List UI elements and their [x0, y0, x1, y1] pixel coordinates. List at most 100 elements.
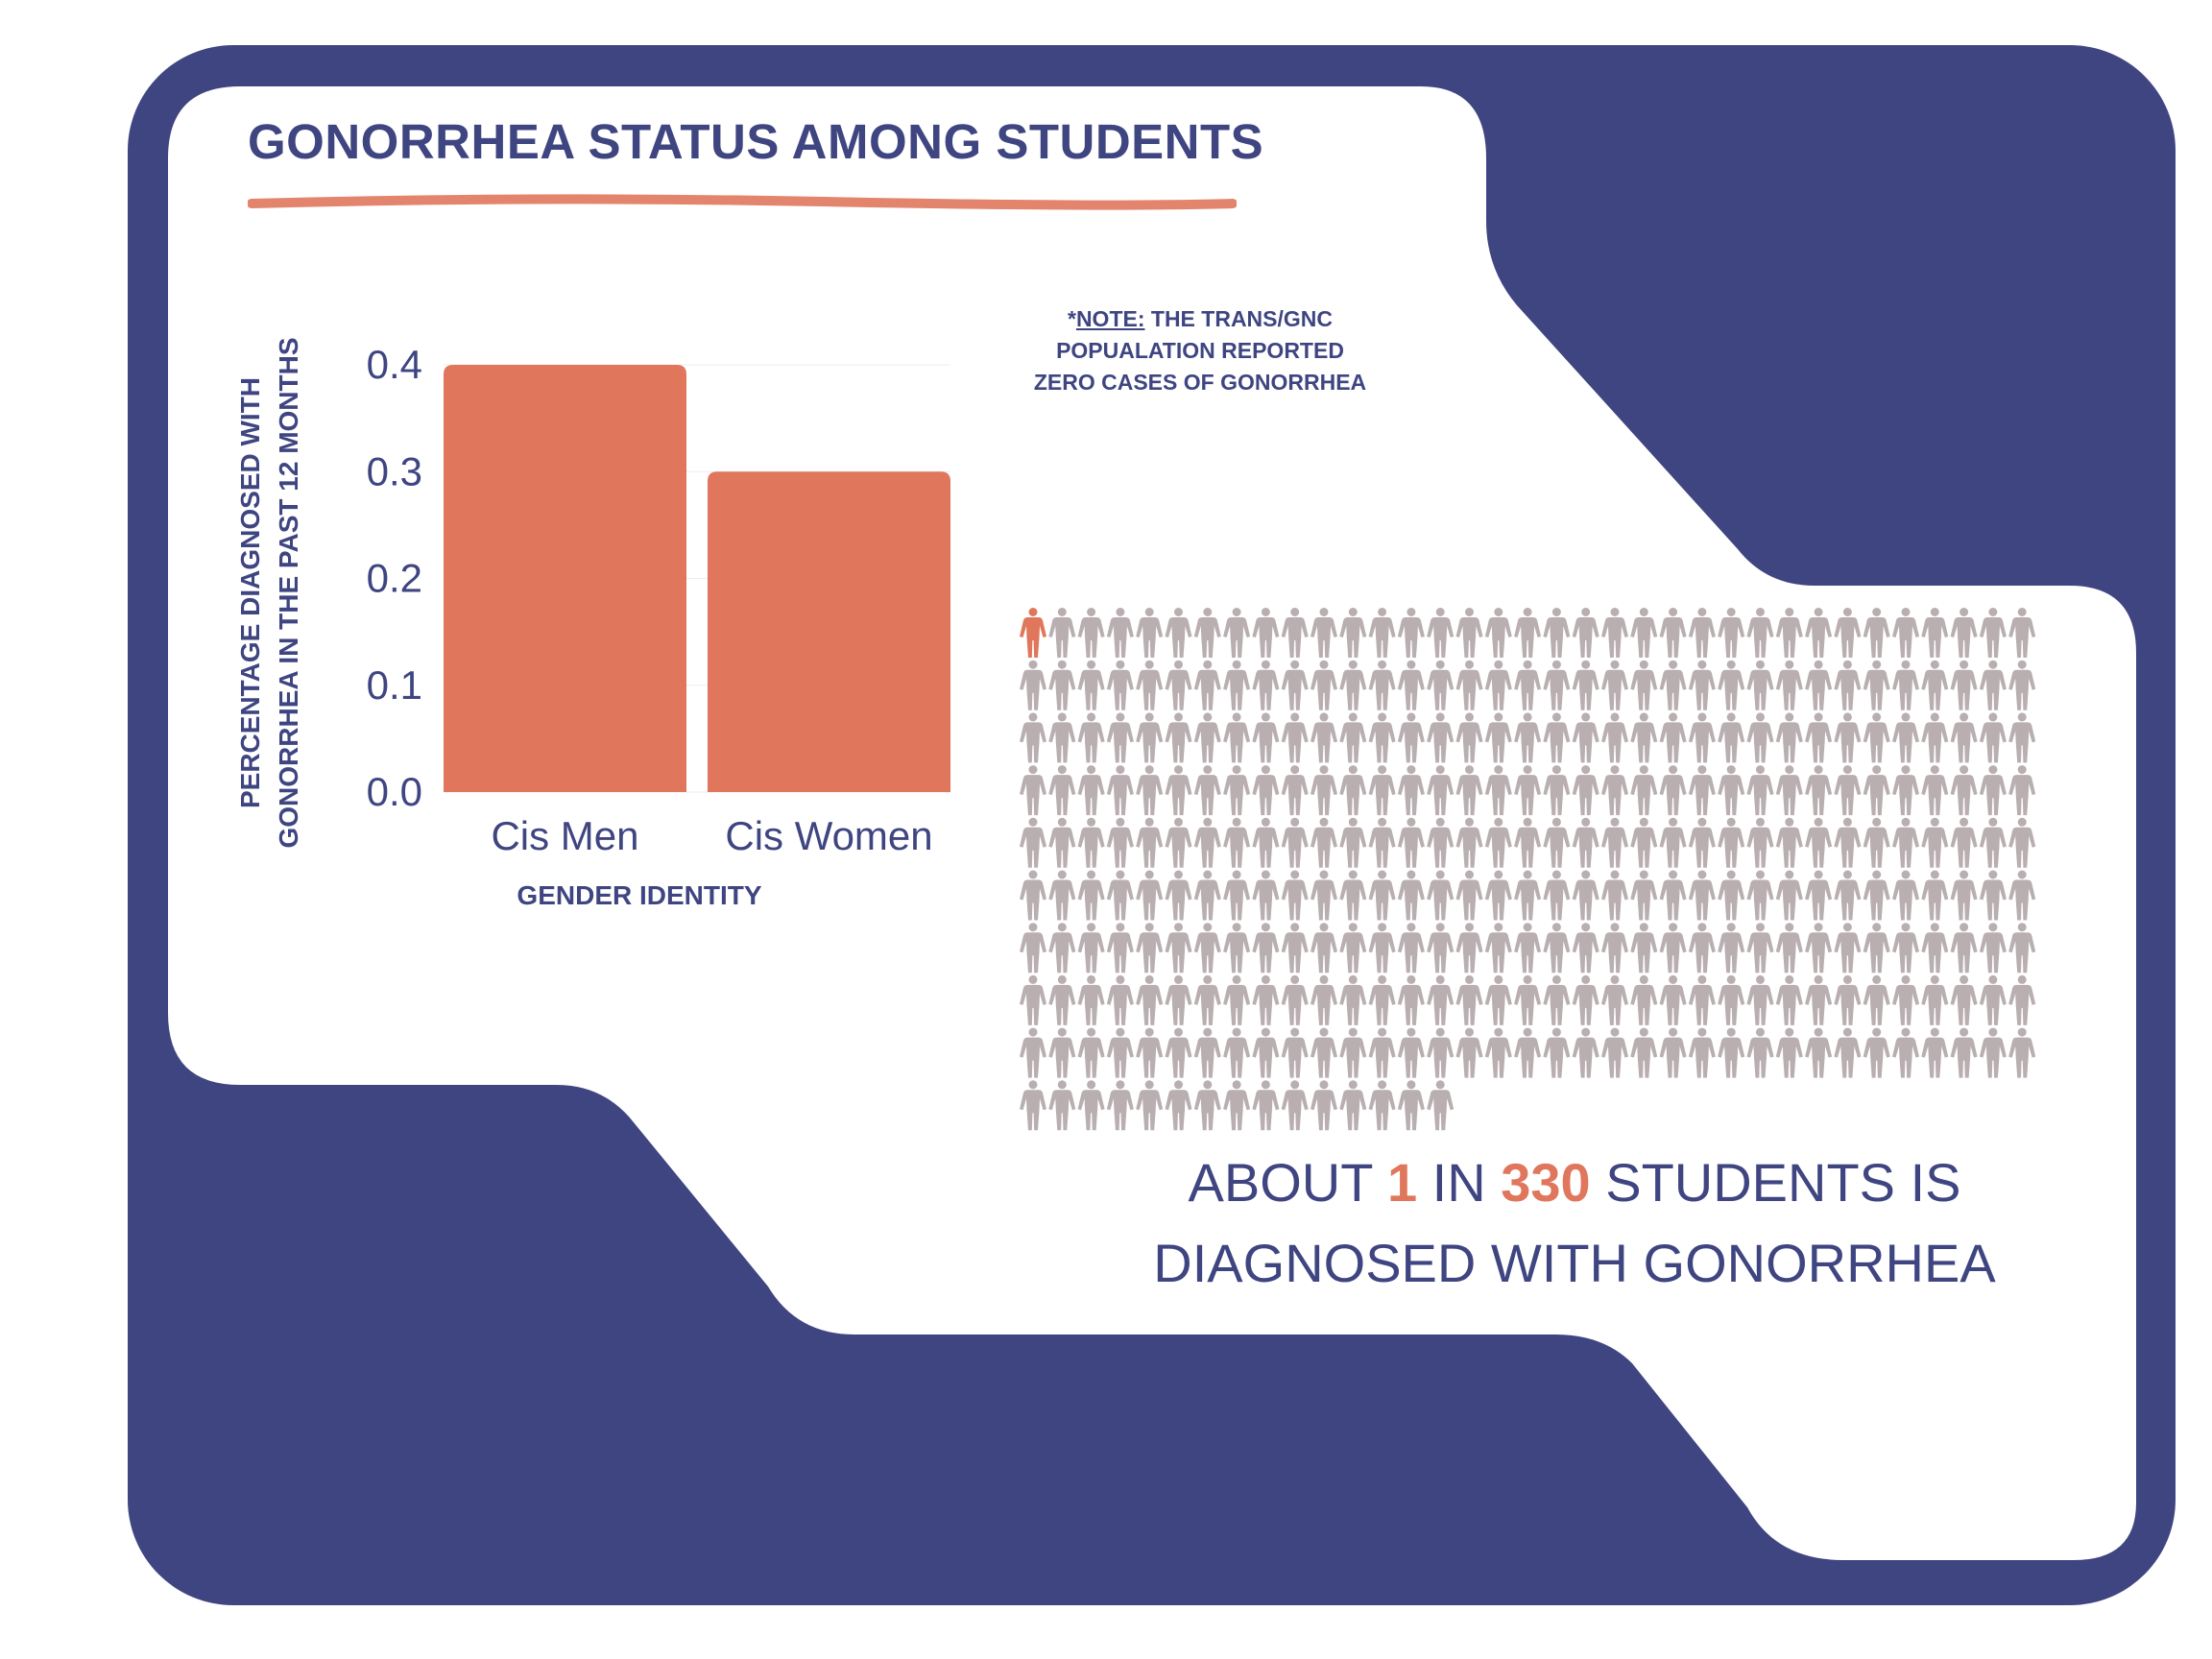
y-axis-label-line-2: GONORRHEA IN THE PAST 12 MONTHS	[274, 337, 303, 848]
person-icon	[1746, 608, 1774, 658]
person-icon	[1950, 712, 1978, 763]
person-icon	[1514, 1027, 1542, 1078]
person-icon	[1427, 974, 1455, 1025]
person-icon	[1805, 817, 1833, 868]
title-underline	[248, 194, 1237, 210]
person-icon	[1310, 923, 1337, 974]
person-icon	[1020, 923, 1046, 974]
person-icon	[1892, 817, 1919, 868]
person-icon	[1630, 870, 1658, 921]
person-icon	[1950, 608, 1978, 658]
person-icon	[1397, 974, 1425, 1025]
person-icon	[1688, 608, 1716, 658]
person-icon	[1165, 660, 1192, 710]
person-icon	[1718, 765, 1745, 816]
person-icon	[1427, 870, 1455, 921]
person-icon	[2008, 923, 2036, 974]
person-icon	[1805, 923, 1833, 974]
person-icon	[1514, 817, 1542, 868]
person-icon	[1427, 765, 1455, 816]
person-icon	[1455, 1027, 1483, 1078]
person-icon	[1455, 870, 1483, 921]
person-icon	[1659, 712, 1687, 763]
person-icon	[1979, 608, 2007, 658]
person-icon	[1514, 974, 1542, 1025]
person-icon	[1252, 923, 1280, 974]
person-icon	[1892, 608, 1919, 658]
person-icon	[1193, 923, 1221, 974]
person-icon	[1892, 974, 1919, 1025]
person-icon	[1572, 817, 1599, 868]
person-icon	[1601, 974, 1628, 1025]
person-icon	[1950, 1027, 1978, 1078]
person-icon	[1339, 660, 1367, 710]
person-icon	[1543, 660, 1571, 710]
person-icon	[1601, 923, 1628, 974]
person-icon	[1775, 608, 1803, 658]
person-icon	[1805, 608, 1833, 658]
person-icon	[1077, 1080, 1105, 1131]
person-icon	[1688, 765, 1716, 816]
person-icon	[1775, 765, 1803, 816]
person-icon	[1281, 974, 1309, 1025]
person-icon	[1310, 608, 1337, 658]
person-icon	[1630, 923, 1658, 974]
person-icon	[1659, 923, 1687, 974]
person-icon	[1427, 608, 1455, 658]
person-icon	[1718, 923, 1745, 974]
person-icon	[1630, 765, 1658, 816]
person-icon	[1020, 660, 1046, 710]
person-icon	[1543, 974, 1571, 1025]
person-icon	[1310, 712, 1337, 763]
person-icon	[1863, 765, 1890, 816]
person-icon	[1310, 660, 1337, 710]
person-icon	[1543, 1027, 1571, 1078]
person-icon	[1252, 765, 1280, 816]
person-icon	[1048, 712, 1076, 763]
person-icon	[1659, 817, 1687, 868]
person-icon	[1136, 923, 1164, 974]
person-icon	[1397, 660, 1425, 710]
person-icon	[1427, 1027, 1455, 1078]
person-icon	[1514, 712, 1542, 763]
person-icon	[1775, 923, 1803, 974]
person-icon	[1572, 923, 1599, 974]
person-icon	[1572, 765, 1599, 816]
person-icon	[1223, 712, 1251, 763]
person-icon	[1514, 870, 1542, 921]
x-tick-label: Cis Men	[491, 813, 638, 858]
person-icon	[1193, 660, 1221, 710]
bar	[444, 365, 686, 792]
person-icon	[1979, 765, 2007, 816]
person-icon	[1455, 765, 1483, 816]
person-icon	[1718, 660, 1745, 710]
person-icon	[1020, 870, 1046, 921]
note-label: NOTE:	[1075, 306, 1145, 331]
person-icon	[1892, 923, 1919, 974]
person-icon	[1979, 1027, 2007, 1078]
person-icon	[1165, 712, 1192, 763]
person-icon	[1106, 1027, 1134, 1078]
y-tick-label: 0.0	[367, 769, 422, 814]
person-icon	[1048, 923, 1076, 974]
person-icon	[1659, 608, 1687, 658]
person-icon	[1688, 974, 1716, 1025]
person-icon	[1427, 712, 1455, 763]
person-icon	[1397, 1027, 1425, 1078]
page-title: GONORRHEA STATUS AMONG STUDENTS	[248, 114, 1264, 169]
person-icon	[1572, 660, 1599, 710]
person-icon	[1921, 974, 1949, 1025]
person-icon	[1252, 817, 1280, 868]
person-icon	[1514, 660, 1542, 710]
person-icon	[1718, 608, 1745, 658]
person-icon	[1368, 923, 1396, 974]
person-icon	[1572, 1027, 1599, 1078]
person-icon	[1630, 608, 1658, 658]
person-icon	[1339, 817, 1367, 868]
person-icon	[1020, 817, 1046, 868]
person-icon	[1193, 1080, 1221, 1131]
person-icon	[1048, 660, 1076, 710]
person-icon	[1106, 608, 1134, 658]
person-icon	[1193, 817, 1221, 868]
person-icon	[1165, 1027, 1192, 1078]
